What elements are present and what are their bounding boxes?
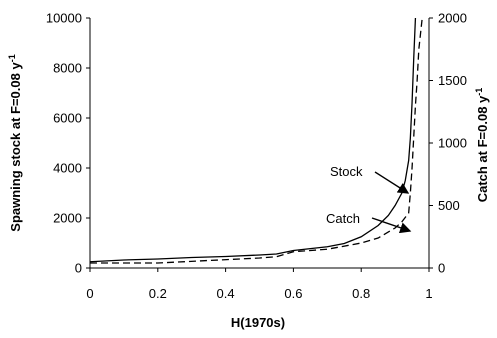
y2-tick-label: 1000 <box>438 136 467 151</box>
ticks: 0 0.2 0.4 0.6 0.8 102000400060008000100000500… <box>46 11 467 302</box>
x-tick-label: 1 <box>425 286 432 301</box>
y-tick-label: 8000 <box>53 61 82 76</box>
y-tick-label: 4000 <box>53 161 82 176</box>
y-tick-label: 6000 <box>53 111 82 126</box>
series-line-catch <box>90 17 423 264</box>
x-tick-label: 0.2 <box>149 286 167 301</box>
y2-tick-label: 1500 <box>438 73 467 88</box>
annotation-arrow-catch <box>371 217 412 234</box>
annotation-stock: Stock <box>330 164 363 179</box>
y-axis-title-main: Spawning stock at F=0.08 y <box>8 62 23 232</box>
x-tick-label: 0.8 <box>352 286 370 301</box>
x-axis-title: H(1970s) <box>231 315 285 330</box>
series-line-stock <box>90 17 417 263</box>
y-tick-label: 2000 <box>53 211 82 226</box>
y2-axis-title: Catch at F=0.08 y-1 <box>474 88 490 203</box>
annotations: Stock Catch <box>326 164 412 234</box>
y2-tick-label: 500 <box>438 198 460 213</box>
y-axis-title-superscript: -1 <box>7 54 17 62</box>
axes <box>89 18 430 269</box>
y2-tick-label: 2000 <box>438 11 467 26</box>
x-tick-label: 0.6 <box>284 286 302 301</box>
y-tick-label: 0 <box>75 261 82 276</box>
annotation-catch: Catch <box>326 211 360 226</box>
x-tick-label: 0 <box>86 286 93 301</box>
y-tick-label: 10000 <box>46 11 82 26</box>
x-tick-label: 0.4 <box>217 286 235 301</box>
y2-tick-label: 0 <box>438 261 445 276</box>
y-axis-title: Spawning stock at F=0.08 y-1 <box>7 54 23 231</box>
y2-axis-title-main: Catch at F=0.08 y <box>475 95 490 202</box>
annotation-arrow-stock <box>374 171 410 194</box>
series <box>90 17 423 264</box>
y2-axis-title-superscript: -1 <box>474 88 484 96</box>
